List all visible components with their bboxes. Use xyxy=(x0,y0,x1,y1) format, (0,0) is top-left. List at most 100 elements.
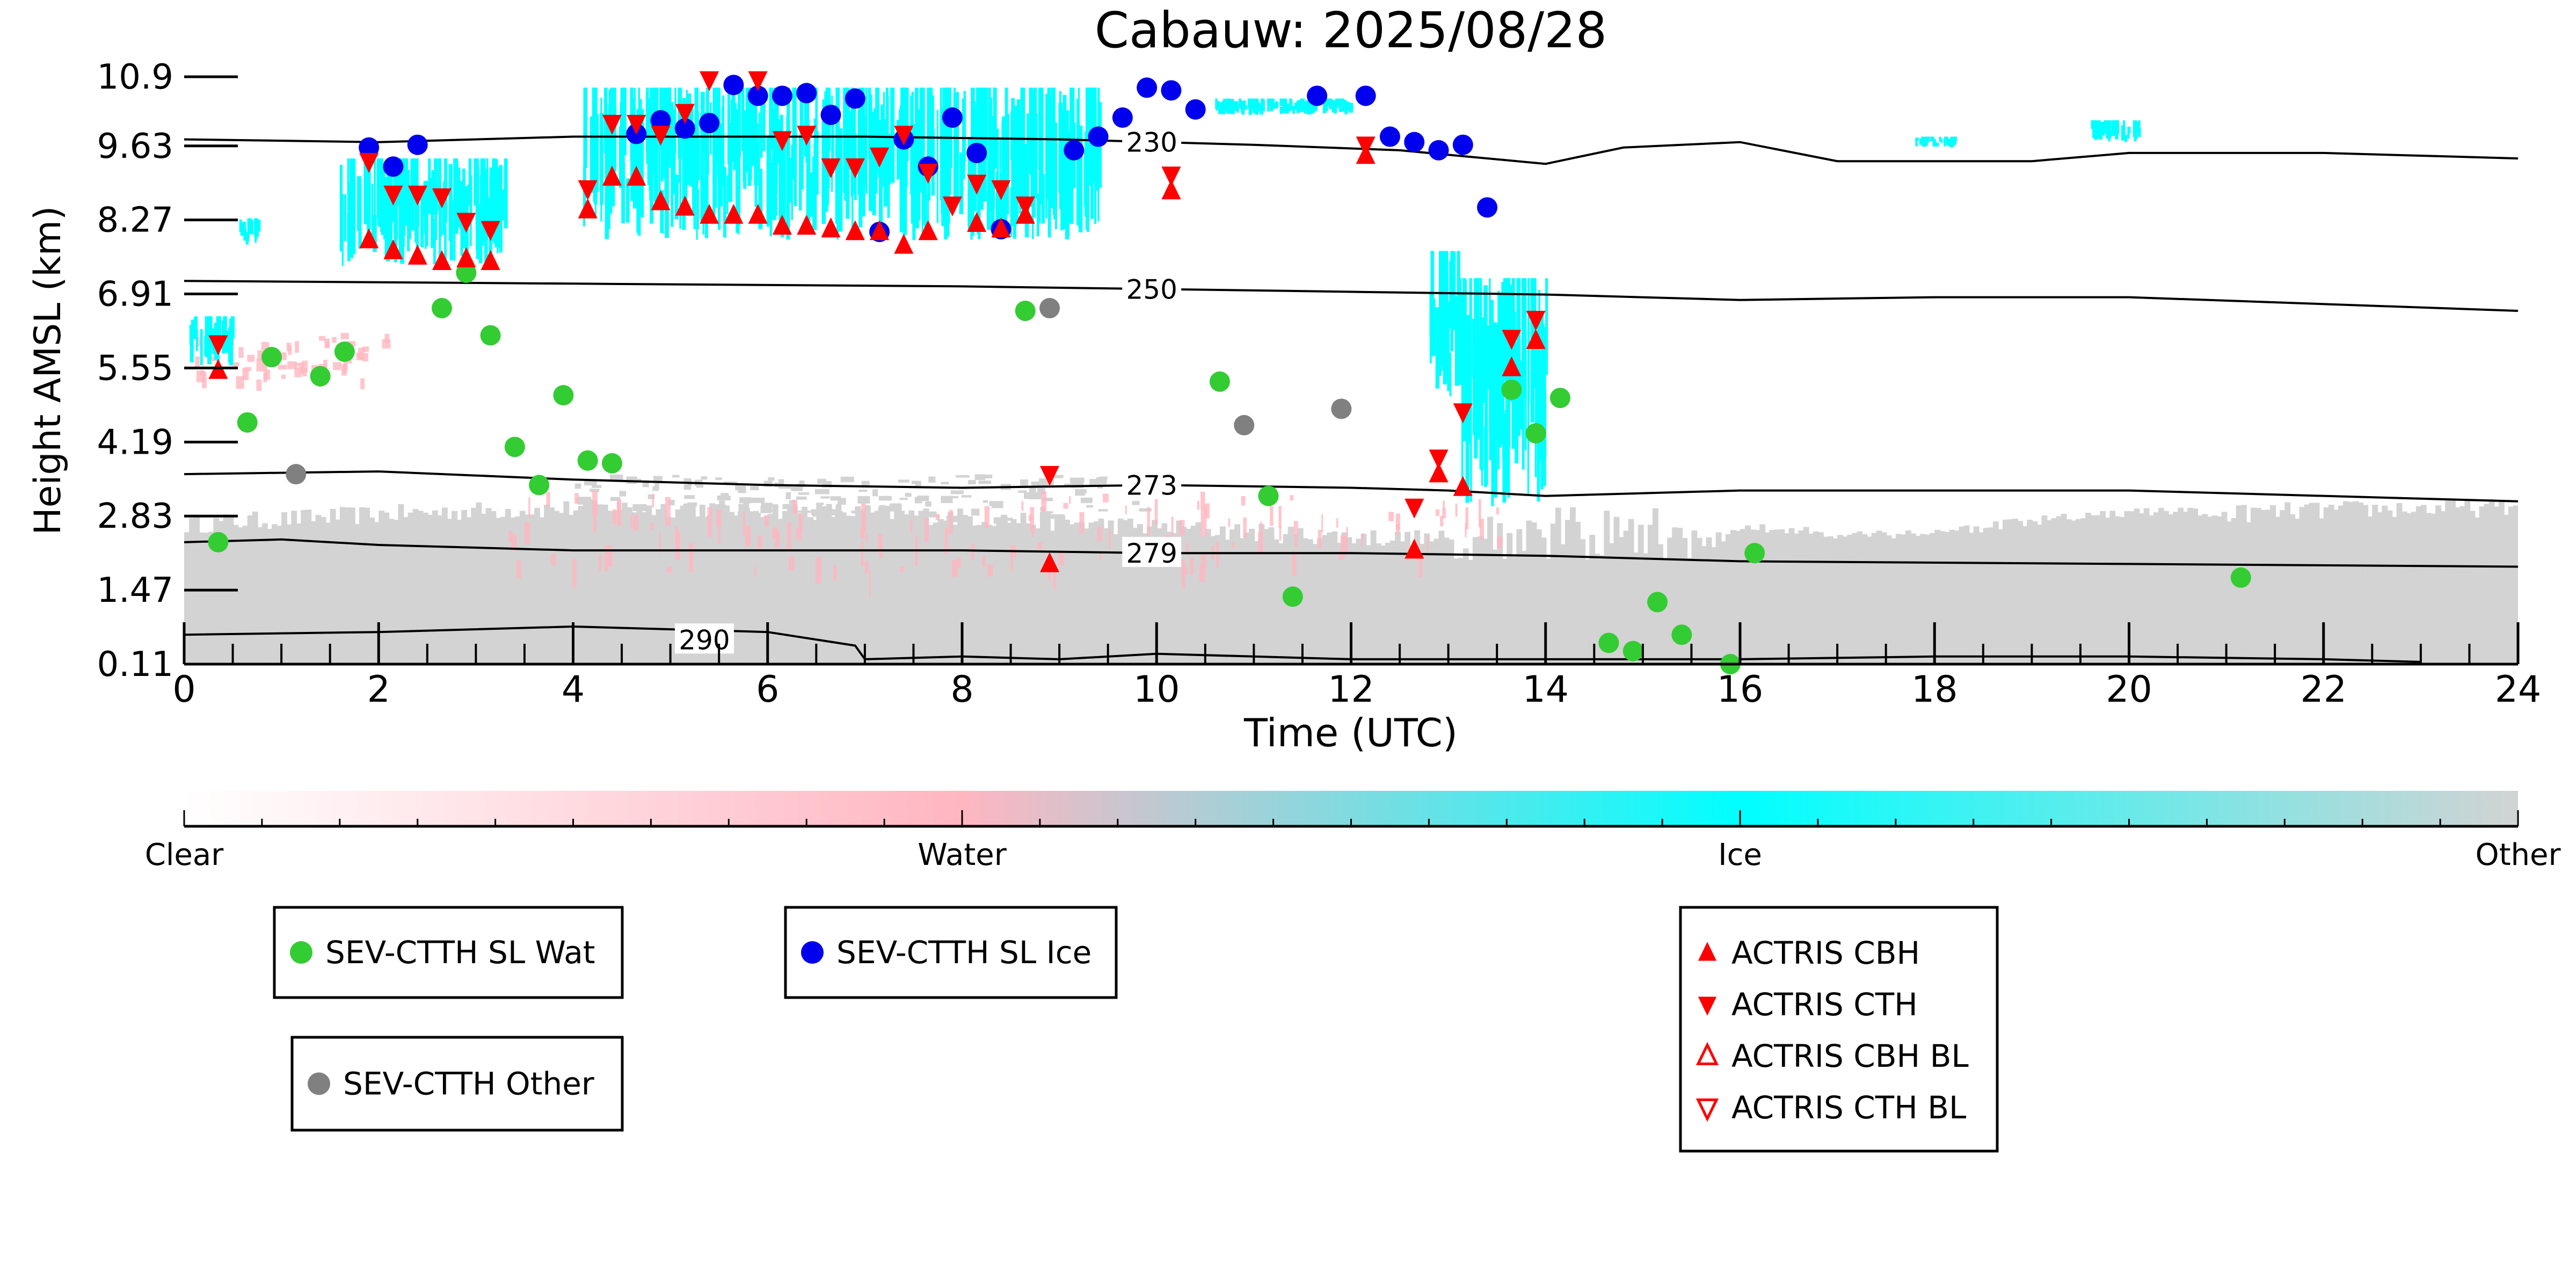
background-cell xyxy=(917,496,929,501)
background-cell xyxy=(1440,515,1444,527)
background-cell xyxy=(1069,178,1072,224)
background-cell xyxy=(986,525,993,664)
background-cell xyxy=(351,206,355,252)
background-cell xyxy=(218,521,224,664)
background-cell xyxy=(1502,558,1508,664)
background-cell xyxy=(399,158,403,213)
background-cell xyxy=(769,141,772,226)
background-cell xyxy=(639,122,642,193)
background-cell xyxy=(683,484,691,490)
background-cell xyxy=(1034,113,1038,199)
background-cell xyxy=(499,165,503,253)
background-cell xyxy=(449,200,454,260)
background-cell xyxy=(454,173,456,261)
background-cell xyxy=(1047,568,1051,580)
background-cell xyxy=(1304,104,1308,114)
background-cell xyxy=(524,514,530,664)
background-cell xyxy=(1322,535,1328,664)
background-cell xyxy=(189,325,192,345)
background-cell xyxy=(631,512,638,664)
background-cell xyxy=(912,481,919,484)
background-cell xyxy=(1344,102,1349,112)
sev-ctth-sl-ice-point xyxy=(796,83,817,104)
background-cell xyxy=(1058,551,1064,566)
actris-cth-point xyxy=(407,185,427,206)
x-tick-label: 4 xyxy=(562,668,585,711)
background-cell xyxy=(606,545,613,566)
background-cell xyxy=(816,503,823,664)
background-cell xyxy=(689,505,696,664)
sev-ctth-sl-ice-point xyxy=(1307,85,1328,106)
background-cell xyxy=(1200,507,1207,537)
background-cell xyxy=(2003,519,2009,664)
background-cell xyxy=(1098,519,1104,664)
background-cell xyxy=(782,511,788,664)
background-cell xyxy=(1285,98,1287,106)
background-cell xyxy=(514,516,521,664)
background-cell xyxy=(1832,539,1838,664)
background-cell xyxy=(1261,103,1263,115)
background-cell xyxy=(1289,101,1293,110)
background-cell xyxy=(650,162,653,224)
background-cell xyxy=(2493,506,2500,664)
background-cell xyxy=(596,114,599,192)
background-cell xyxy=(1244,532,1250,664)
background-cell xyxy=(1725,534,1731,664)
background-cell xyxy=(191,322,195,339)
background-cell xyxy=(1895,534,1902,664)
background-cell xyxy=(287,361,297,369)
background-cell xyxy=(1564,520,1571,664)
sev-ctth-sl-ice-point xyxy=(1185,99,1206,120)
background-cell xyxy=(851,511,866,514)
background-cell xyxy=(1038,102,1042,158)
background-cell xyxy=(621,162,625,224)
background-cell xyxy=(2121,125,2126,141)
background-cell xyxy=(1311,105,1313,110)
actris-cbh-point xyxy=(627,165,646,186)
x-tick-label: 6 xyxy=(756,668,779,711)
background-cell xyxy=(209,356,218,361)
background-cell xyxy=(1949,138,1954,144)
sev-ctth-sl-ice-point xyxy=(1112,107,1133,128)
background-cell xyxy=(738,88,741,158)
background-cell xyxy=(2129,511,2135,664)
actris-cbh-point xyxy=(772,215,792,235)
background-cell xyxy=(1083,528,1090,664)
background-cell xyxy=(1047,112,1051,238)
background-cell xyxy=(833,565,837,581)
background-cell xyxy=(1171,516,1174,536)
background-cell xyxy=(1429,541,1435,664)
background-cell xyxy=(1449,260,1452,328)
background-cell xyxy=(864,115,866,187)
background-cell xyxy=(2357,502,2364,664)
background-cell xyxy=(714,504,720,664)
background-cell xyxy=(778,484,792,489)
background-cell xyxy=(594,88,598,205)
background-cell xyxy=(1445,276,1449,382)
background-cell xyxy=(857,496,870,504)
background-cell xyxy=(2304,504,2310,664)
background-cell xyxy=(1638,525,1644,664)
sev-ctth-sl-ice-point xyxy=(407,134,428,155)
background-cell xyxy=(1511,556,1518,664)
background-cell xyxy=(1481,387,1483,486)
background-cell xyxy=(1837,535,1843,664)
background-cell xyxy=(1936,142,1939,147)
background-cell xyxy=(918,511,925,664)
background-cell xyxy=(1525,278,1527,450)
background-cell xyxy=(2173,512,2179,664)
background-cell xyxy=(904,514,910,664)
background-cell xyxy=(717,495,731,501)
background-cell xyxy=(2260,510,2266,664)
background-cell xyxy=(534,507,540,664)
background-cell xyxy=(184,532,190,664)
background-cell xyxy=(741,88,745,151)
background-cell xyxy=(758,517,764,664)
background-cell xyxy=(393,520,399,664)
actris-cth-point xyxy=(845,158,865,179)
background-cell xyxy=(2299,507,2305,664)
background-cell xyxy=(592,508,599,664)
background-cell xyxy=(636,511,643,664)
background-cell xyxy=(1963,525,1970,664)
background-cell xyxy=(1502,343,1504,461)
